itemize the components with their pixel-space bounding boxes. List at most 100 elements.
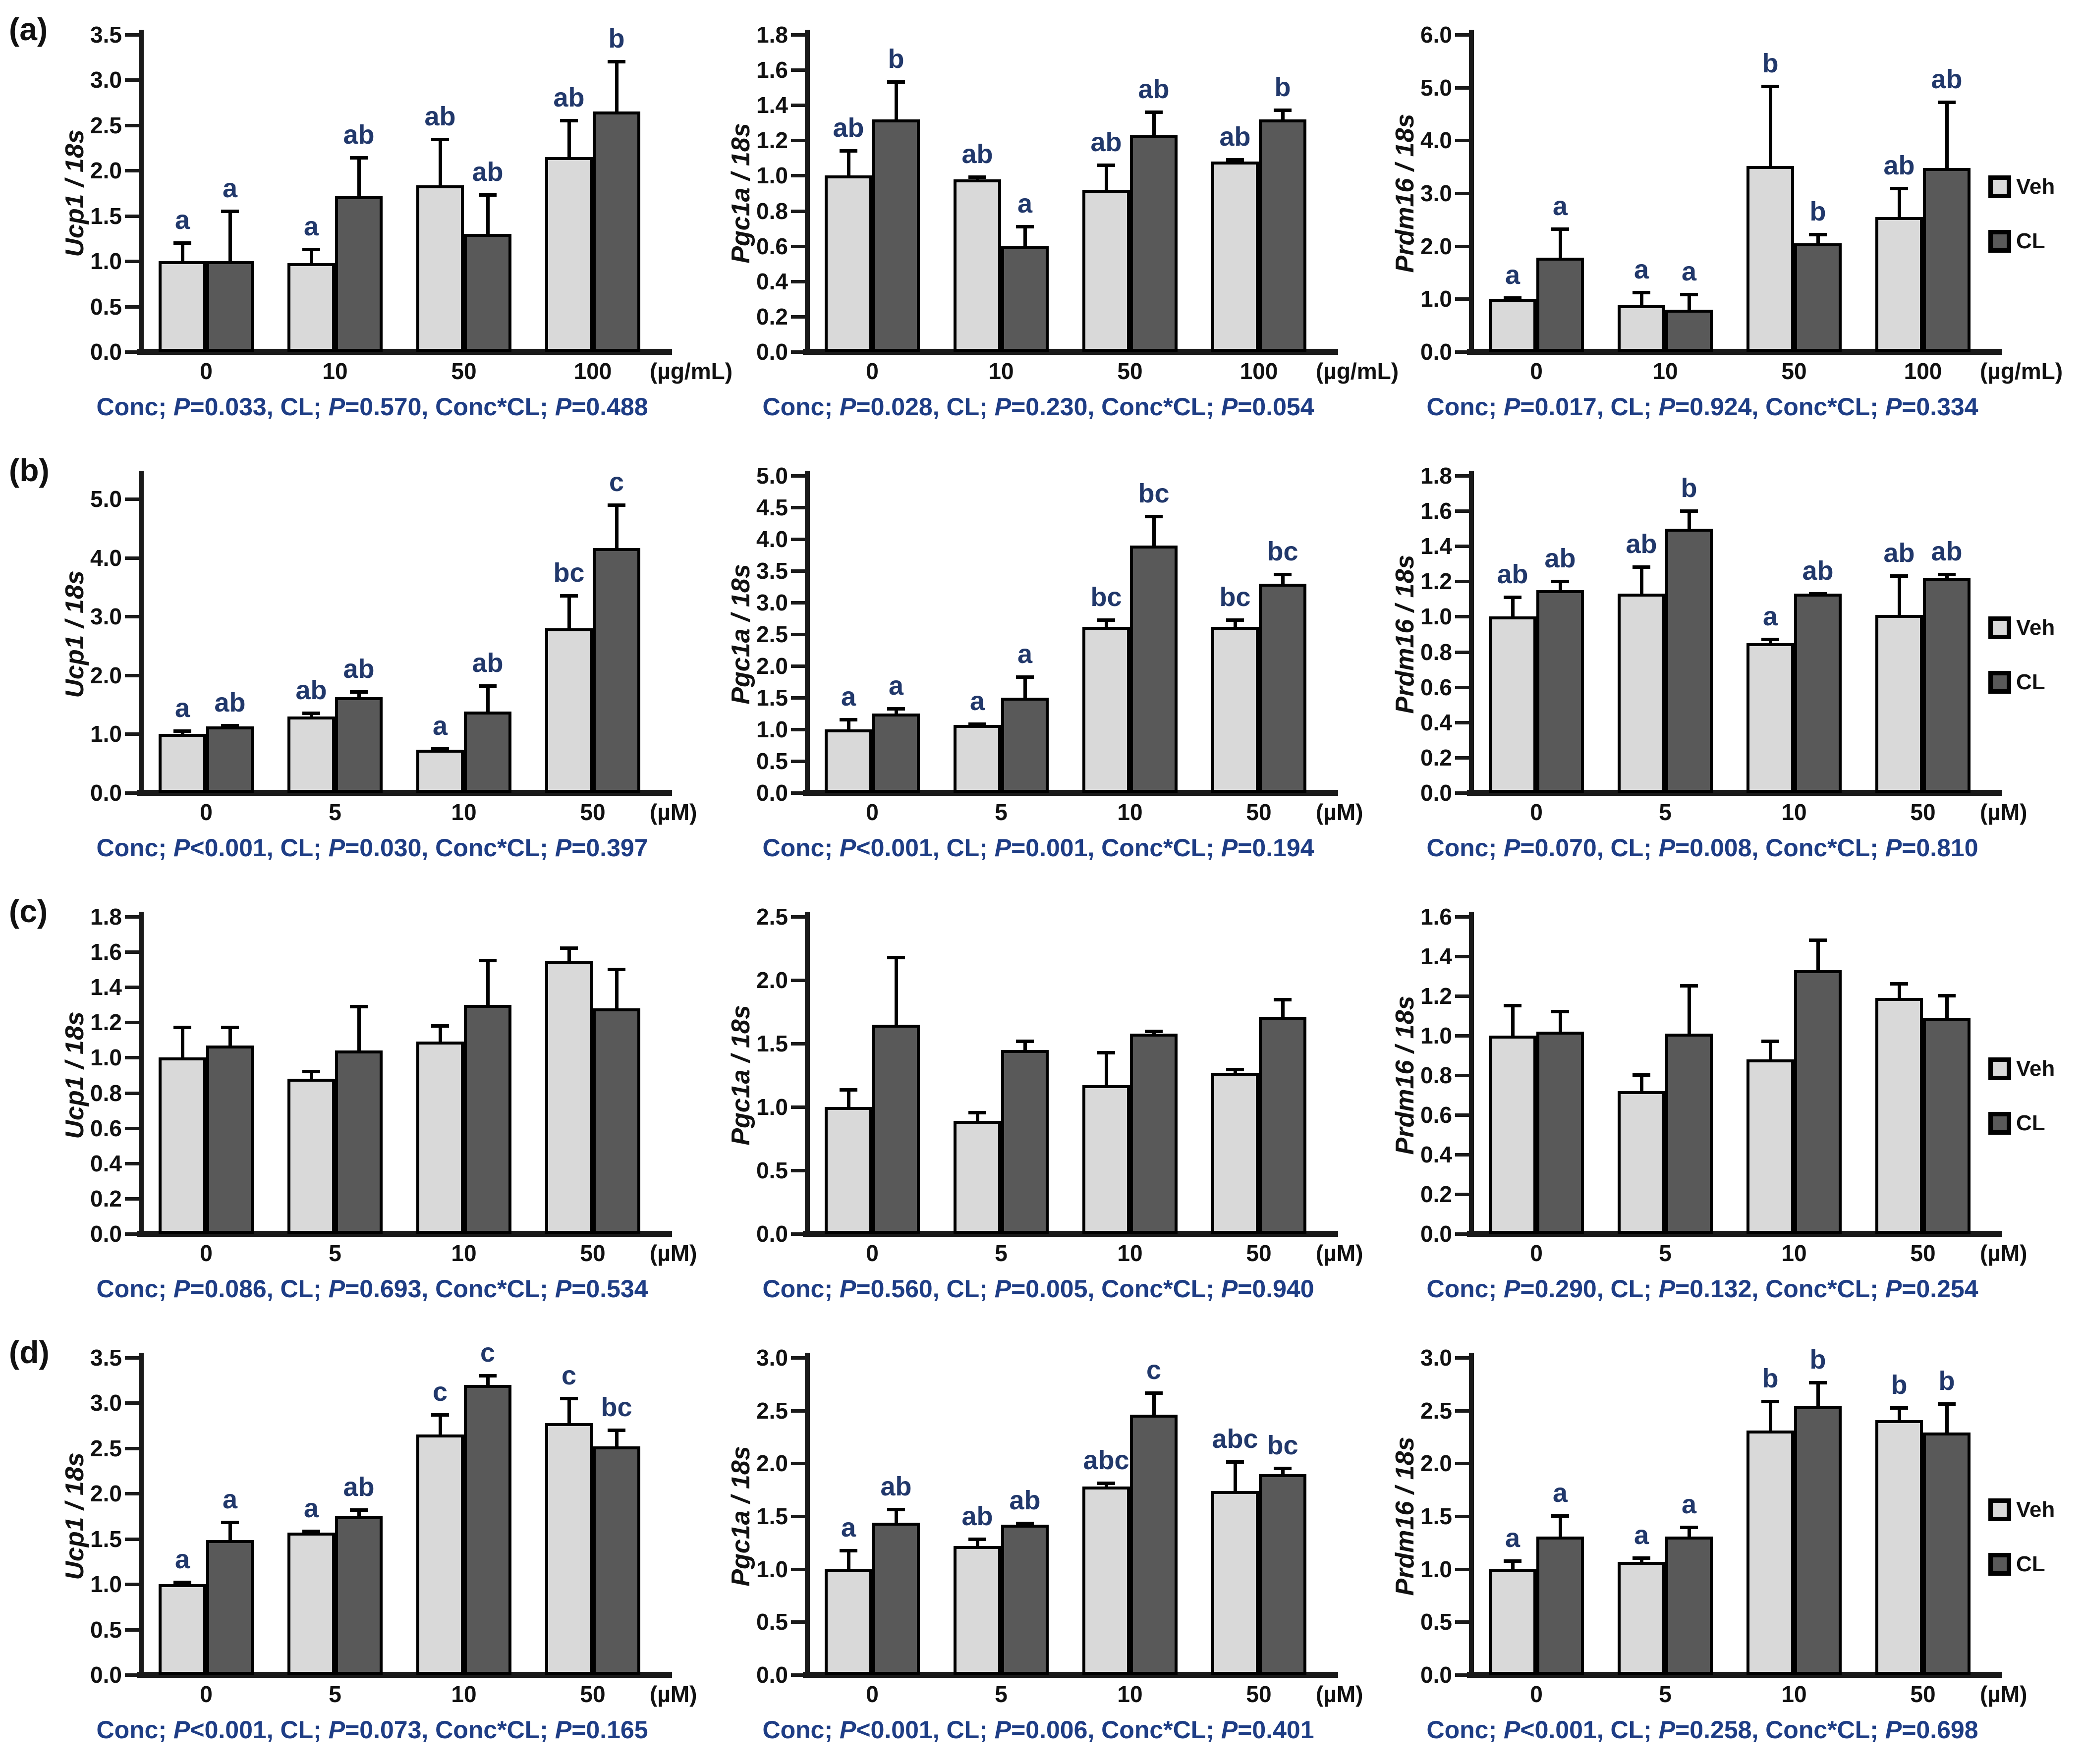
y-tick-label: 0.0 xyxy=(1420,339,1452,365)
bar-veh xyxy=(954,1545,1001,1675)
error-bar-cap xyxy=(479,684,497,688)
legend-swatch-icon xyxy=(1988,1498,2011,1521)
y-tick-label: 2.0 xyxy=(90,662,122,688)
y-tick-mark xyxy=(125,1126,139,1130)
y-axis-line xyxy=(139,30,144,355)
bar-veh xyxy=(1211,162,1259,352)
error-bar-cap xyxy=(221,724,239,728)
y-tick-mark xyxy=(1455,1356,1469,1360)
y-tick-mark xyxy=(1455,915,1469,919)
x-category-label: 10 xyxy=(451,1681,477,1707)
error-bar-line xyxy=(567,594,571,629)
significance-letter: c xyxy=(432,1377,448,1407)
y-tick-mark xyxy=(791,1673,805,1677)
bar-veh xyxy=(287,263,335,352)
error-bar-cap xyxy=(1633,1556,1650,1560)
significance-letter: a xyxy=(1633,255,1649,285)
bar-cl xyxy=(1536,590,1584,793)
panel-label: (a) xyxy=(9,11,48,47)
error-bar-line xyxy=(615,503,619,548)
y-axis-line xyxy=(805,471,810,796)
error-bar-line xyxy=(1768,1040,1772,1059)
error-bar-cap xyxy=(1145,110,1163,114)
bar-cl xyxy=(1259,119,1306,352)
bar-cl xyxy=(335,196,383,352)
y-tick-label: 0.8 xyxy=(756,198,788,224)
y-tick-label: 1.5 xyxy=(756,1031,788,1056)
x-axis-unit-label: (µM) xyxy=(650,1240,697,1266)
significance-letter: ab xyxy=(880,1471,912,1501)
y-tick-mark xyxy=(1455,685,1469,689)
significance-letter: bc xyxy=(553,558,585,588)
bar-cl xyxy=(593,548,640,793)
error-bar-cap xyxy=(431,138,449,142)
error-bar-line xyxy=(1558,227,1562,258)
legend-swatch-icon xyxy=(1988,175,2011,198)
significance-letter: bc xyxy=(1267,536,1298,566)
plot-area xyxy=(142,917,657,1234)
x-axis-line xyxy=(1467,1672,2002,1678)
y-axis-line xyxy=(139,471,144,796)
bar-cl xyxy=(1923,1018,1971,1234)
y-tick-mark xyxy=(791,979,805,982)
y-tick-label: 1.0 xyxy=(1420,1556,1452,1582)
y-tick-mark xyxy=(1455,1462,1469,1466)
y-tick-label: 0.5 xyxy=(90,293,122,320)
significance-letter: a xyxy=(1681,1489,1697,1520)
y-axis-title: Ucp1 / 18s xyxy=(60,1452,89,1580)
legend-item-cl: CL xyxy=(1988,1111,2045,1136)
y-tick-label: 0.0 xyxy=(1420,780,1452,806)
significance-letter: ab xyxy=(1497,559,1528,589)
error-bar-cap xyxy=(1504,595,1521,599)
significance-letter: c xyxy=(609,467,624,497)
y-tick-label: 1.4 xyxy=(756,92,788,118)
y-tick-mark xyxy=(791,569,805,573)
plot-area: ab ab ab b a ab ab ab xyxy=(1472,473,1987,793)
significance-letter: a xyxy=(1017,189,1033,219)
x-category-label: 5 xyxy=(329,1240,341,1266)
y-tick-label: 0.5 xyxy=(756,1609,788,1635)
x-axis-line xyxy=(1467,349,2002,355)
significance-letter: ab xyxy=(1931,64,1963,95)
bar-veh xyxy=(159,1057,206,1234)
error-bar-line xyxy=(615,1428,619,1447)
y-tick-label: 1.4 xyxy=(1420,943,1452,969)
chart-a-Ucp1: Ucp1 / 18s 0.0 0.5 1.0 1.5 2.0 2.5 3.0 3.5 a a a ab a… xyxy=(28,0,732,441)
bar-cl xyxy=(872,1522,920,1675)
y-tick-mark xyxy=(791,139,805,143)
y-tick-label: 1.6 xyxy=(90,939,122,965)
y-tick-mark xyxy=(1455,1232,1469,1236)
x-axis-unit-label: (µg/mL) xyxy=(1980,358,2063,384)
bar-veh xyxy=(287,716,335,793)
y-tick-mark xyxy=(1455,474,1469,478)
bar-cl xyxy=(1794,594,1842,793)
error-bar-cap xyxy=(1097,163,1115,167)
y-tick-mark xyxy=(125,1673,139,1677)
plot-area xyxy=(808,917,1323,1234)
error-bar-cap xyxy=(173,1580,191,1584)
significance-letter: b xyxy=(608,24,625,54)
significance-letter: a xyxy=(1633,1520,1649,1550)
bar-cl xyxy=(1536,1032,1584,1234)
error-bar-cap xyxy=(1680,292,1698,296)
legend-item-veh: Veh xyxy=(1988,1497,2055,1522)
error-bar-line xyxy=(615,968,619,1008)
y-tick-mark xyxy=(1455,297,1469,301)
error-bar-line xyxy=(357,1508,361,1516)
x-axis-unit-label: (µM) xyxy=(1980,1681,2028,1707)
x-category-label: 0 xyxy=(866,1681,879,1707)
bar-veh xyxy=(1489,1569,1536,1675)
error-bar-cap xyxy=(840,717,857,721)
y-tick-mark xyxy=(125,214,139,218)
x-axis-line xyxy=(137,1672,672,1678)
y-tick-label: 0.5 xyxy=(90,1616,122,1643)
bar-cl xyxy=(464,1384,511,1675)
significance-letter: b xyxy=(1681,473,1697,503)
legend-swatch-icon xyxy=(1988,616,2011,639)
y-tick-label: 1.8 xyxy=(756,22,788,48)
y-tick-label: 1.6 xyxy=(1420,904,1452,930)
y-tick-label: 1.5 xyxy=(1420,1503,1452,1529)
error-bar-cap xyxy=(1274,572,1292,576)
error-bar-line xyxy=(1104,163,1108,190)
error-bar-cap xyxy=(1633,565,1650,569)
